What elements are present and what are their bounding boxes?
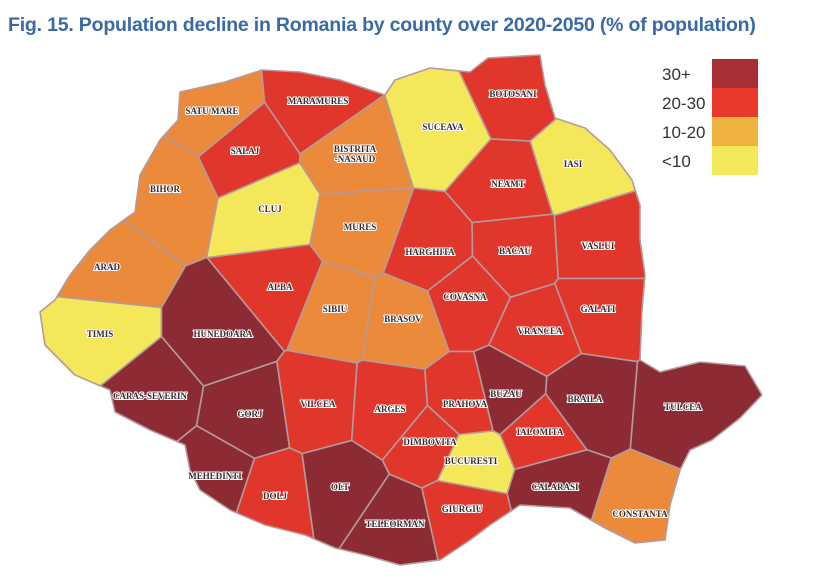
county-dolj	[235, 447, 315, 540]
county-label: GORJ	[237, 409, 263, 419]
county-label: VILCEA	[300, 399, 336, 409]
county-label: VASLUI	[582, 241, 615, 251]
county-label: BACAU	[499, 246, 532, 256]
county-label: NEAMT	[491, 179, 525, 189]
county-label: MURES	[344, 222, 377, 232]
county-label: BRAILA	[567, 394, 603, 404]
county-label: MARAMURES	[288, 96, 349, 106]
county-label: ARGES	[374, 404, 405, 414]
county-label: CONSTANTA	[612, 509, 668, 519]
county-label: COVASNA	[443, 292, 487, 302]
county-calarasi	[506, 449, 613, 522]
county-label: BISTRITA -NASAUD	[334, 144, 377, 164]
county-label: BRASOV	[384, 314, 422, 324]
county-tulcea	[629, 358, 763, 470]
county-label: HARGHITA	[405, 247, 455, 257]
county-mehedinti	[176, 424, 256, 514]
legend-swatch	[712, 117, 758, 146]
county-label: DIMBOVITA	[403, 437, 457, 447]
county-label: GALATI	[581, 304, 616, 314]
county-label: IALOMITA	[517, 427, 564, 437]
county-label: GIURGIU	[442, 504, 483, 514]
county-label: IASI	[564, 159, 583, 169]
county-vaslui	[553, 190, 646, 280]
county-label: CALARASI	[531, 482, 579, 492]
legend-swatch	[712, 59, 758, 88]
county-label: SALAJ	[231, 146, 260, 156]
county-label: SIBIU	[323, 304, 348, 314]
county-constanta	[590, 448, 682, 544]
legend-swatch	[712, 146, 758, 175]
county-label: CLUJ	[258, 204, 282, 214]
county-label: TELEORMAN	[365, 519, 425, 529]
county-labels: SATU MARE MARAMURES BOTOSANI SUCEAVA BISTRIT…	[86, 88, 704, 530]
county-label: BOTOSANI	[489, 89, 537, 99]
county-label: SUCEAVA	[422, 122, 464, 132]
legend-label: 10-20	[662, 123, 705, 142]
legend-swatch	[712, 88, 758, 117]
county-label: BIHOR	[150, 184, 181, 194]
county-label: OLT	[331, 482, 349, 492]
county-label: BUCURESTI	[445, 456, 498, 466]
legend-label: 30+	[662, 65, 691, 84]
county-giurgiu	[421, 479, 513, 561]
county-shapes	[39, 54, 763, 566]
county-label: ALBA	[267, 282, 293, 292]
county-label: ARAD	[94, 262, 120, 272]
county-label: HUNEDOARA	[193, 329, 253, 339]
county-label: PRAHOVA	[443, 399, 488, 409]
legend: 30+ 20-30 10-20 <10	[662, 59, 758, 175]
county-label: VRANCEA	[518, 326, 564, 336]
county-label: MEHEDINTI	[188, 471, 242, 481]
legend-label: <10	[662, 152, 691, 171]
county-label: TULCEA	[664, 402, 702, 412]
county-label: BUZAU	[490, 389, 522, 399]
legend-label: 20-30	[662, 94, 705, 113]
county-label: TIMIS	[87, 329, 114, 339]
county-label: SATU MARE	[185, 106, 238, 116]
county-olt	[301, 439, 391, 550]
county-label: DOLJ	[263, 491, 288, 501]
figure-title: Fig. 15. Population decline in Romania b…	[8, 14, 756, 36]
county-label: CARAS-SEVERIN	[113, 391, 188, 401]
